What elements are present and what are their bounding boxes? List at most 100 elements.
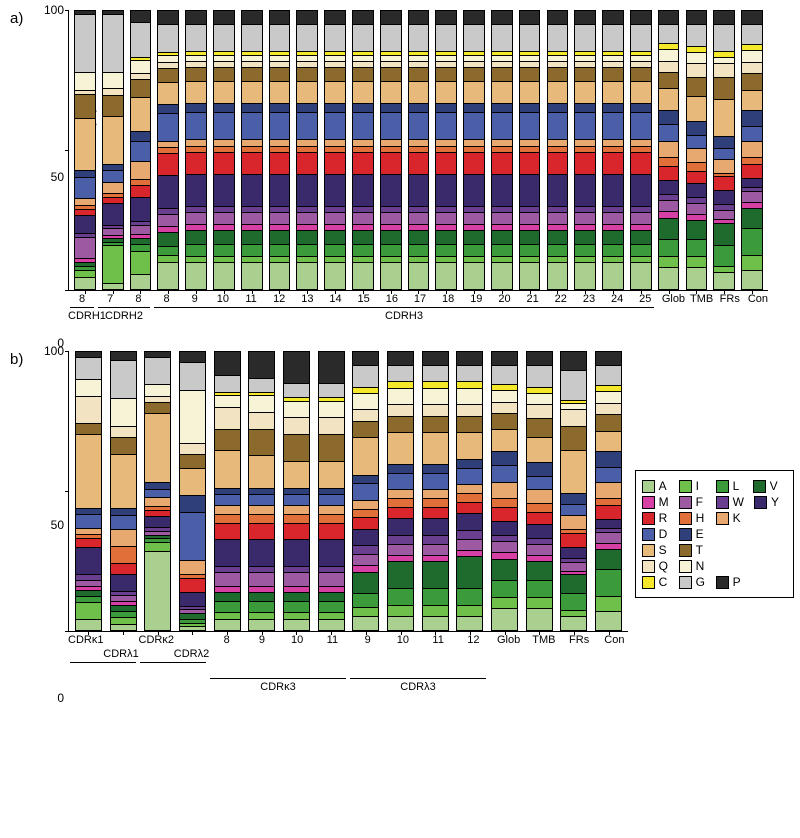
bar-segment-K [423,489,448,498]
bar-segment-Y [575,174,595,206]
bar-slot [182,10,210,290]
bar-segment-P [548,11,568,24]
bar-segment-R [158,153,178,175]
bar-segment-D [548,112,568,139]
bar-segment-D [242,112,262,139]
bar-segment-G [742,24,762,44]
bar-segment-K [319,505,344,514]
x-group-label: CDRH3 [152,310,656,322]
bar-segment-T [575,67,595,81]
bar-segment-G [325,24,345,51]
bar-segment-P [714,11,734,24]
bar-segment-H [687,162,707,171]
bar-segment-H [659,157,679,166]
bar-segment-T [131,79,151,97]
legend-swatch-E [679,528,692,541]
bar-segment-R [492,507,517,521]
bar-slot [627,10,655,290]
bar-segment-V [319,592,344,601]
bar-segment-L [270,244,290,255]
bar-segment-E [325,103,345,112]
bar-segment-Y [249,539,274,566]
bar-segment-N [284,401,309,418]
bar-segment-D [423,473,448,490]
stacked-bar [75,351,102,631]
bar-segment-R [423,507,448,518]
legend-label: K [733,511,743,525]
bar-segment-F [353,212,373,223]
stacked-bar [491,10,513,290]
bar-segment-I [742,255,762,269]
bar-segment-A [214,262,234,289]
bar-segment-Y [548,174,568,206]
bar-segment-D [457,468,482,485]
bar-segment-P [158,11,178,24]
bar-segment-D [659,124,679,141]
bar-segment-K [180,560,205,574]
bar-segment-E [381,103,401,112]
bar-segment-A [76,619,101,630]
x-group-label: CDRκ3 [208,681,348,693]
bar-segment-P [520,11,540,24]
bar-segment-P [325,11,345,24]
bar-segment-S [284,461,309,488]
bar-segment-S [492,81,512,103]
bar-segment-V [492,230,512,244]
stacked-bar [110,351,137,631]
bar-segment-I [423,605,448,616]
bar-segment-R [297,152,317,174]
bar-segment-N [249,395,274,412]
bar-segment-Q [284,417,309,434]
bar-segment-L [215,601,240,612]
bar-segment-Y [131,197,151,220]
bar-segment-G [520,24,540,51]
legend-label: T [696,543,706,557]
bar-segment-R [76,538,101,547]
bar-segment-T [75,94,95,118]
stacked-bar [324,10,346,290]
bar-segment-F [353,554,378,565]
bar-slot [488,10,516,290]
bar-segment-P [423,352,448,365]
bar-segment-Q [319,417,344,434]
bar-segment-D [687,135,707,149]
bar-segment-F [436,212,456,223]
bar-segment-L [520,244,540,255]
bar-segment-Q [492,402,517,413]
bar-segment-P [492,11,512,24]
bar-segment-G [353,365,378,387]
x-label: 10 [280,634,315,646]
legend-label: G [696,575,706,589]
bar-segment-E [270,103,290,112]
bar-segment-R [742,164,762,178]
x-label: TMB [526,634,561,646]
x-group-label: CDRλ3 [348,681,488,693]
bar-segment-K [75,198,95,205]
bar-segment-L [548,244,568,255]
bar-segment-R [575,152,595,174]
bar-segment-E [561,493,586,504]
bar-slot [710,10,738,290]
bar-segment-L [284,601,309,612]
stacked-bar [435,10,457,290]
bar-segment-D [714,148,734,159]
bar-segment-Q [596,403,621,415]
bar-segment-Y [687,183,707,197]
bar-segment-G [75,14,95,72]
bar-slot [210,10,238,290]
stacked-bar [296,10,318,290]
bar-segment-T [659,72,679,89]
bar-segment-Y [325,174,345,206]
bar-segment-L [492,244,512,255]
bar-segment-I [76,602,101,619]
bar-segment-D [631,112,651,139]
stacked-bar [526,351,553,631]
bar-segment-T [111,437,136,454]
bar-segment-F [492,541,517,552]
bar-segment-S [75,118,95,170]
x-label: CDRλ1 [103,648,138,660]
legend-row: RHK [642,511,787,525]
bar-segment-T [527,418,552,437]
bar-segment-P [631,11,651,24]
bar-segment-R [388,507,413,518]
